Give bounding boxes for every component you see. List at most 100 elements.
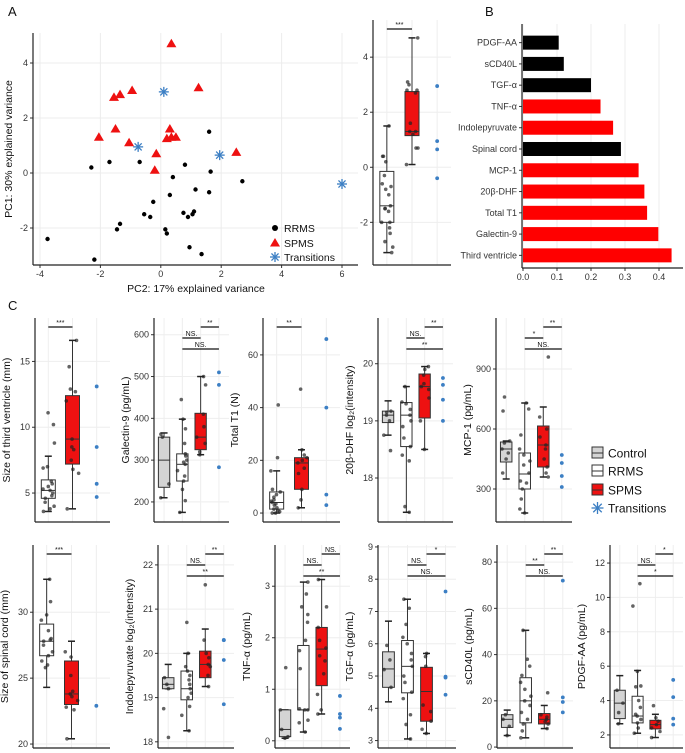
rrms-point bbox=[276, 403, 281, 407]
transitions-point bbox=[159, 87, 168, 96]
rrms-point bbox=[92, 257, 97, 262]
control-point bbox=[502, 441, 507, 445]
y-tick-label: 0 bbox=[487, 742, 492, 752]
rrms-point bbox=[49, 479, 54, 484]
rrms-point bbox=[114, 227, 120, 232]
rrms-point bbox=[199, 251, 204, 257]
rrms-point bbox=[521, 722, 526, 726]
rrms-point bbox=[47, 577, 52, 582]
significance-label: NS. bbox=[410, 331, 422, 338]
y-tick-label: 500 bbox=[134, 372, 149, 382]
significance-label: ** bbox=[431, 320, 437, 327]
spms-point bbox=[124, 137, 135, 147]
control-point bbox=[389, 685, 393, 690]
rrms-point bbox=[526, 407, 531, 411]
transitions-point bbox=[324, 492, 329, 497]
rrms-point bbox=[529, 694, 533, 699]
y-tick-label: 20 bbox=[143, 648, 153, 658]
bar-0 bbox=[523, 35, 559, 50]
spms-point bbox=[68, 692, 73, 696]
rrms-point bbox=[383, 159, 388, 164]
rrms-point bbox=[48, 488, 52, 493]
spms-point bbox=[424, 651, 429, 656]
spms-point bbox=[64, 705, 69, 709]
control-point bbox=[286, 734, 290, 739]
spms-point bbox=[201, 412, 206, 416]
y-axis-title: Size of spinal cord (mm) bbox=[0, 590, 11, 703]
y-tick-label: sCD40L bbox=[484, 59, 517, 69]
spms-point bbox=[546, 475, 551, 479]
control-point bbox=[384, 413, 389, 417]
rrms-point bbox=[179, 397, 184, 402]
y-axis-title: sCD40L (pg/mL) bbox=[463, 608, 475, 685]
significance-label: ** bbox=[550, 320, 556, 327]
rrms-point bbox=[272, 507, 276, 511]
y-tick-label: 7 bbox=[368, 606, 373, 616]
rrms-point bbox=[185, 669, 190, 673]
spms-point bbox=[151, 148, 162, 158]
spms-point bbox=[63, 649, 68, 654]
transitions-point bbox=[441, 418, 445, 423]
transitions-point bbox=[560, 710, 565, 715]
rrms-point bbox=[389, 250, 394, 255]
boxplot-total_t1: 0 20 40 60 Total T1 (N) ** bbox=[229, 318, 340, 523]
y-tick-label: 5 bbox=[25, 488, 30, 498]
control-point bbox=[283, 665, 288, 670]
rrms-point bbox=[46, 653, 51, 658]
control-point bbox=[500, 447, 504, 451]
rrms-point bbox=[519, 497, 524, 501]
y-tick-label: 18 bbox=[363, 473, 373, 483]
rrms-point bbox=[402, 597, 406, 602]
spms-point bbox=[546, 722, 550, 726]
rrms-point bbox=[400, 453, 405, 457]
rrms-point bbox=[636, 726, 641, 730]
rrms-point bbox=[297, 707, 302, 711]
rrms-point bbox=[269, 469, 273, 473]
rrms-point bbox=[206, 190, 212, 195]
spms-point bbox=[296, 461, 300, 465]
spms-point bbox=[201, 374, 206, 379]
rrms-box bbox=[379, 170, 395, 223]
y-axis-title: MCP-1 (pg/mL) bbox=[462, 384, 474, 456]
transitions-point bbox=[671, 722, 676, 727]
spms-point bbox=[544, 443, 548, 447]
spms-point bbox=[422, 381, 426, 386]
rrms-point bbox=[187, 704, 192, 709]
spms-point bbox=[654, 715, 658, 720]
transitions-point bbox=[435, 139, 440, 144]
significance-label: ** bbox=[532, 558, 538, 565]
significance-label: *** bbox=[56, 320, 64, 327]
rrms-point bbox=[45, 236, 50, 242]
legend-rrms-icon bbox=[272, 225, 278, 231]
y-axis-title: 20β-DHF log₂(intensity) bbox=[344, 365, 356, 474]
rrms-point bbox=[636, 698, 641, 703]
control-box bbox=[157, 436, 171, 488]
spms-point bbox=[426, 387, 431, 392]
boxplot-third_ventricle: 5 10 15 Size of third ventricle (mm) *** bbox=[1, 318, 110, 523]
spms-point bbox=[420, 727, 424, 732]
rrms-point bbox=[41, 509, 46, 514]
spms-point bbox=[69, 458, 74, 462]
spms-point bbox=[427, 396, 431, 400]
y-tick-label: 19 bbox=[363, 416, 373, 426]
bar-7 bbox=[523, 184, 645, 199]
transitions-point bbox=[559, 485, 564, 489]
control-point bbox=[382, 667, 386, 672]
y-tick-label: 2 bbox=[363, 107, 368, 117]
spms-point bbox=[71, 447, 76, 452]
spms-point bbox=[64, 399, 69, 403]
spms-point bbox=[413, 91, 418, 95]
spms-point bbox=[658, 729, 662, 734]
rrms-point bbox=[41, 466, 45, 470]
transitions-point bbox=[94, 495, 99, 499]
spms-point bbox=[206, 673, 210, 678]
rrms-point bbox=[527, 664, 532, 668]
rrms-point bbox=[407, 606, 412, 611]
rrms-point bbox=[525, 717, 530, 722]
rrms-point bbox=[409, 690, 414, 694]
y-axis-title: Indolepyruvate log₂(intensity) bbox=[124, 579, 136, 714]
rrms-point bbox=[304, 592, 309, 596]
transitions-point bbox=[671, 678, 676, 682]
significance-label: NS. bbox=[195, 342, 207, 349]
